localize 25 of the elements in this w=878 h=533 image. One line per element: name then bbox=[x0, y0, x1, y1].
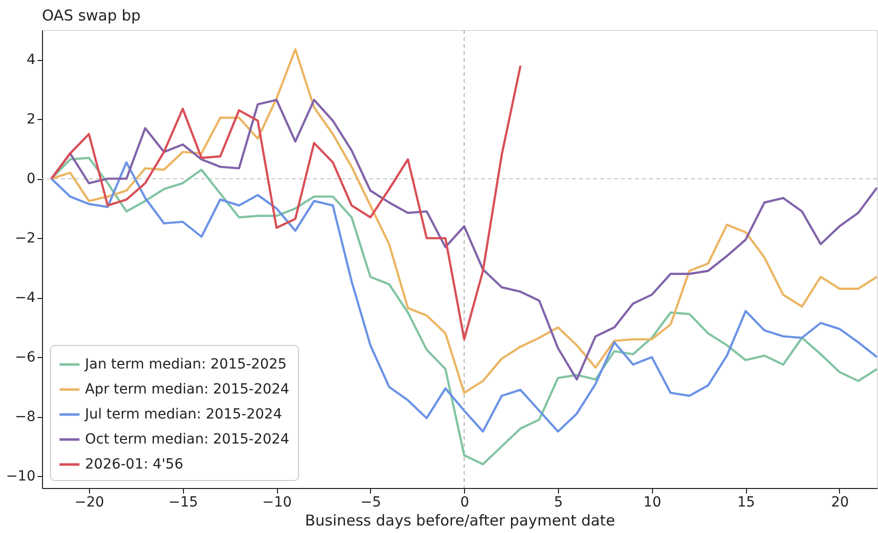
x-tick-label: 15 bbox=[737, 494, 756, 510]
line-series bbox=[50, 64, 522, 340]
legend-label: 2026-01: 4'56 bbox=[85, 456, 184, 472]
x-tick-label: −10 bbox=[262, 494, 292, 510]
legend-label: Jan term median: 2015-2025 bbox=[84, 356, 287, 372]
y-tick-label: 2 bbox=[26, 112, 36, 128]
legend-label: Apr term median: 2015-2024 bbox=[85, 382, 290, 398]
x-tick-label: 20 bbox=[831, 494, 849, 510]
legend-label: Jul term median: 2015-2024 bbox=[84, 406, 282, 422]
x-axis-title: Business days before/after payment date bbox=[304, 512, 616, 530]
x-tick-label: 5 bbox=[554, 494, 563, 510]
y-tick-label: −10 bbox=[6, 468, 36, 485]
x-tick-label: −15 bbox=[168, 494, 198, 510]
y-tick-label: 4 bbox=[26, 52, 36, 68]
chart-title: OAS swap bp bbox=[42, 6, 141, 24]
x-tick-label: −20 bbox=[74, 494, 104, 510]
x-tick-label: 0 bbox=[460, 494, 470, 510]
y-tick-label: −8 bbox=[14, 409, 36, 426]
x-tick-label: 10 bbox=[643, 494, 662, 510]
y-tick-label: −4 bbox=[14, 290, 36, 306]
legend-label: Oct term median: 2015-2024 bbox=[85, 432, 290, 448]
y-tick-label: −6 bbox=[14, 350, 36, 366]
x-tick-label: −5 bbox=[360, 494, 382, 510]
y-tick-label: −2 bbox=[14, 230, 36, 247]
y-tick-label: 0 bbox=[26, 171, 36, 188]
